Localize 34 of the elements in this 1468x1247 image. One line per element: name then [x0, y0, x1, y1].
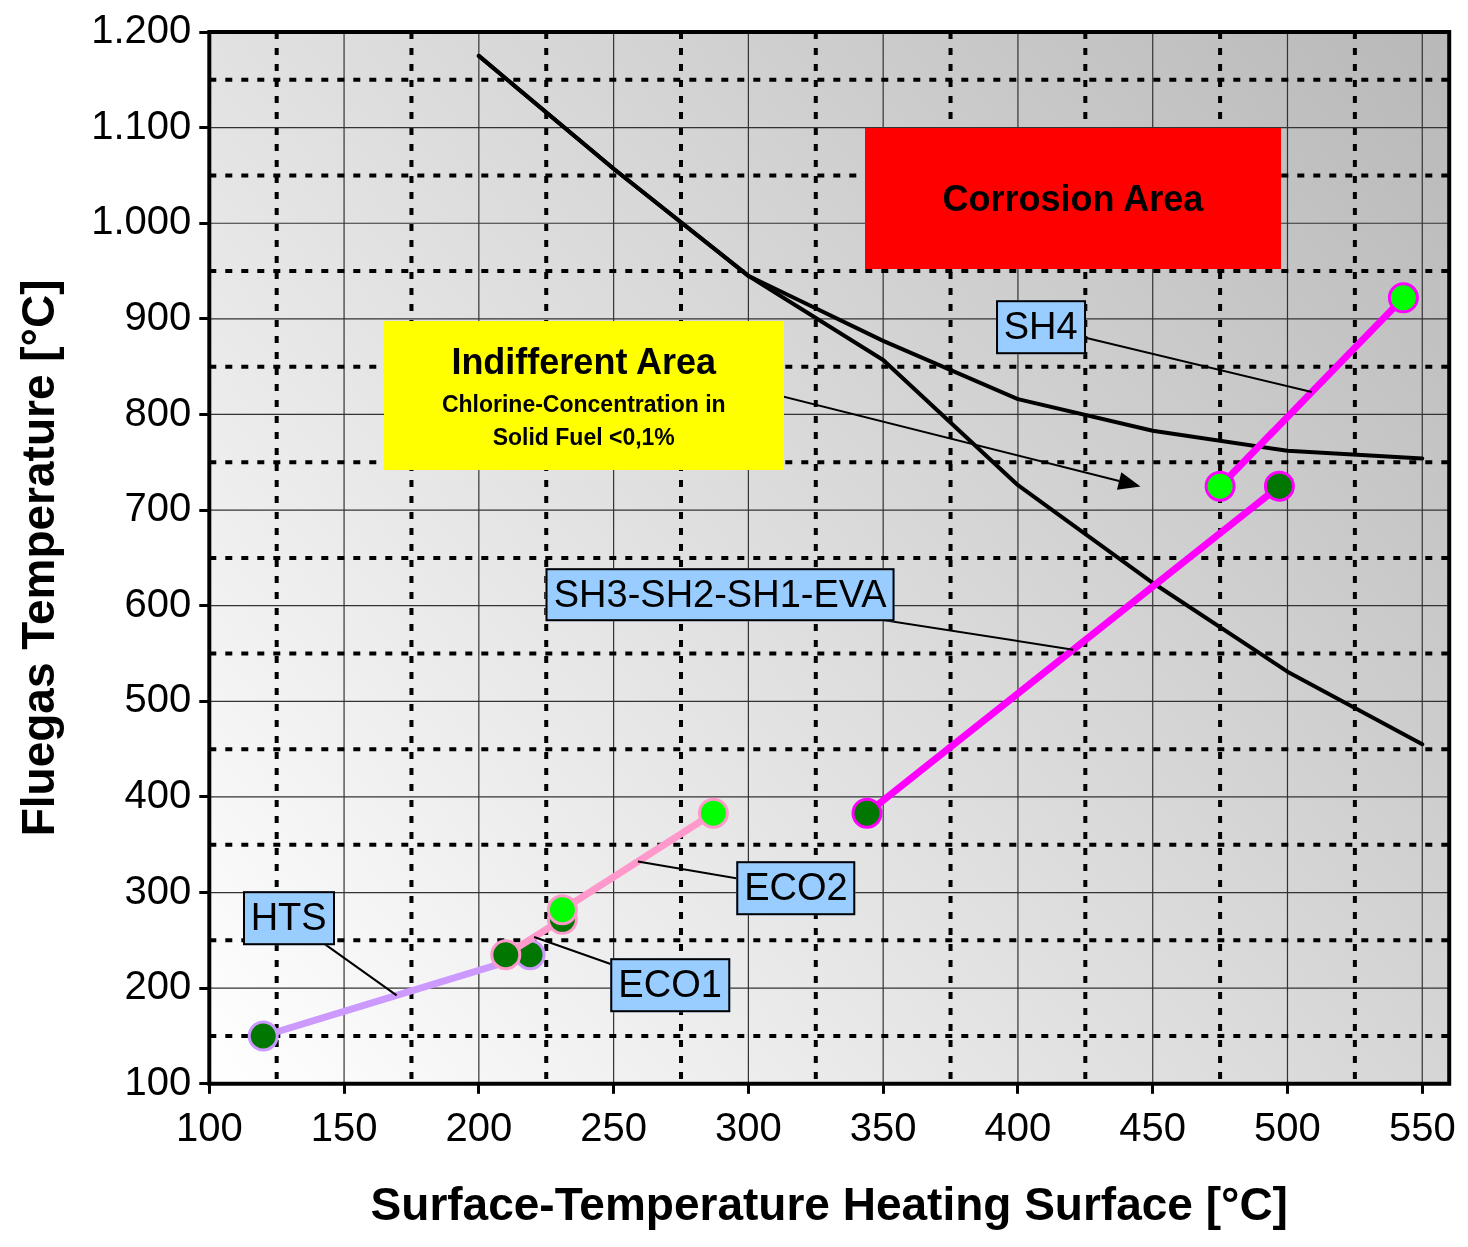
- y-axis-title: Fluegas Temperature [°C]: [12, 279, 65, 837]
- y-tick-label: 300: [124, 867, 192, 912]
- x-tick-label: 150: [310, 1104, 378, 1149]
- series-label: ECO2: [736, 861, 856, 916]
- y-tick-label: 1.100: [91, 102, 192, 147]
- y-tick-label: 900: [124, 293, 192, 338]
- x-tick-label: 250: [580, 1104, 647, 1149]
- y-tick-label: 1.200: [91, 7, 192, 52]
- x-tick-label: 100: [175, 1104, 243, 1149]
- x-tick-label: 550: [1388, 1104, 1456, 1149]
- series-label: ECO1: [610, 958, 730, 1012]
- text: SH4: [995, 300, 1086, 354]
- y-tick-label: 400: [124, 771, 192, 816]
- x-tick-label: 450: [1119, 1104, 1187, 1149]
- note-box: Indifferent Area Chlorine-Concentration in Solid Fuel <0,1%: [383, 321, 784, 470]
- x-axis-title: Surface-Temperature Heating Surface [°C]: [370, 1178, 1288, 1231]
- x-tick-label: 200: [445, 1104, 513, 1149]
- annotation: Chlorine-Concentration in Solid Fuel <0,1%: [440, 390, 727, 453]
- y-tick-label: 100: [124, 1058, 192, 1103]
- y-tick-label: 800: [124, 389, 192, 434]
- text: SH3-SH2-SH1-EVA: [545, 567, 895, 622]
- x-tick-label: 350: [849, 1104, 917, 1149]
- y-tick-label: 200: [124, 963, 192, 1008]
- y-tick-label: 700: [124, 485, 192, 530]
- annotation: Indifferent Area: [450, 339, 718, 384]
- y-tick-label: 500: [124, 676, 192, 721]
- y-tick-label: 600: [124, 580, 192, 625]
- x-tick-label: 300: [715, 1104, 782, 1149]
- x-tick-label: 400: [984, 1104, 1052, 1149]
- label-box: Corrosion Area: [865, 128, 1281, 270]
- annotation: Corrosion Area: [941, 176, 1205, 221]
- x-tick-label: 500: [1254, 1104, 1321, 1149]
- y-tick-label: 1.000: [91, 198, 192, 243]
- series-label: HTS: [242, 891, 335, 946]
